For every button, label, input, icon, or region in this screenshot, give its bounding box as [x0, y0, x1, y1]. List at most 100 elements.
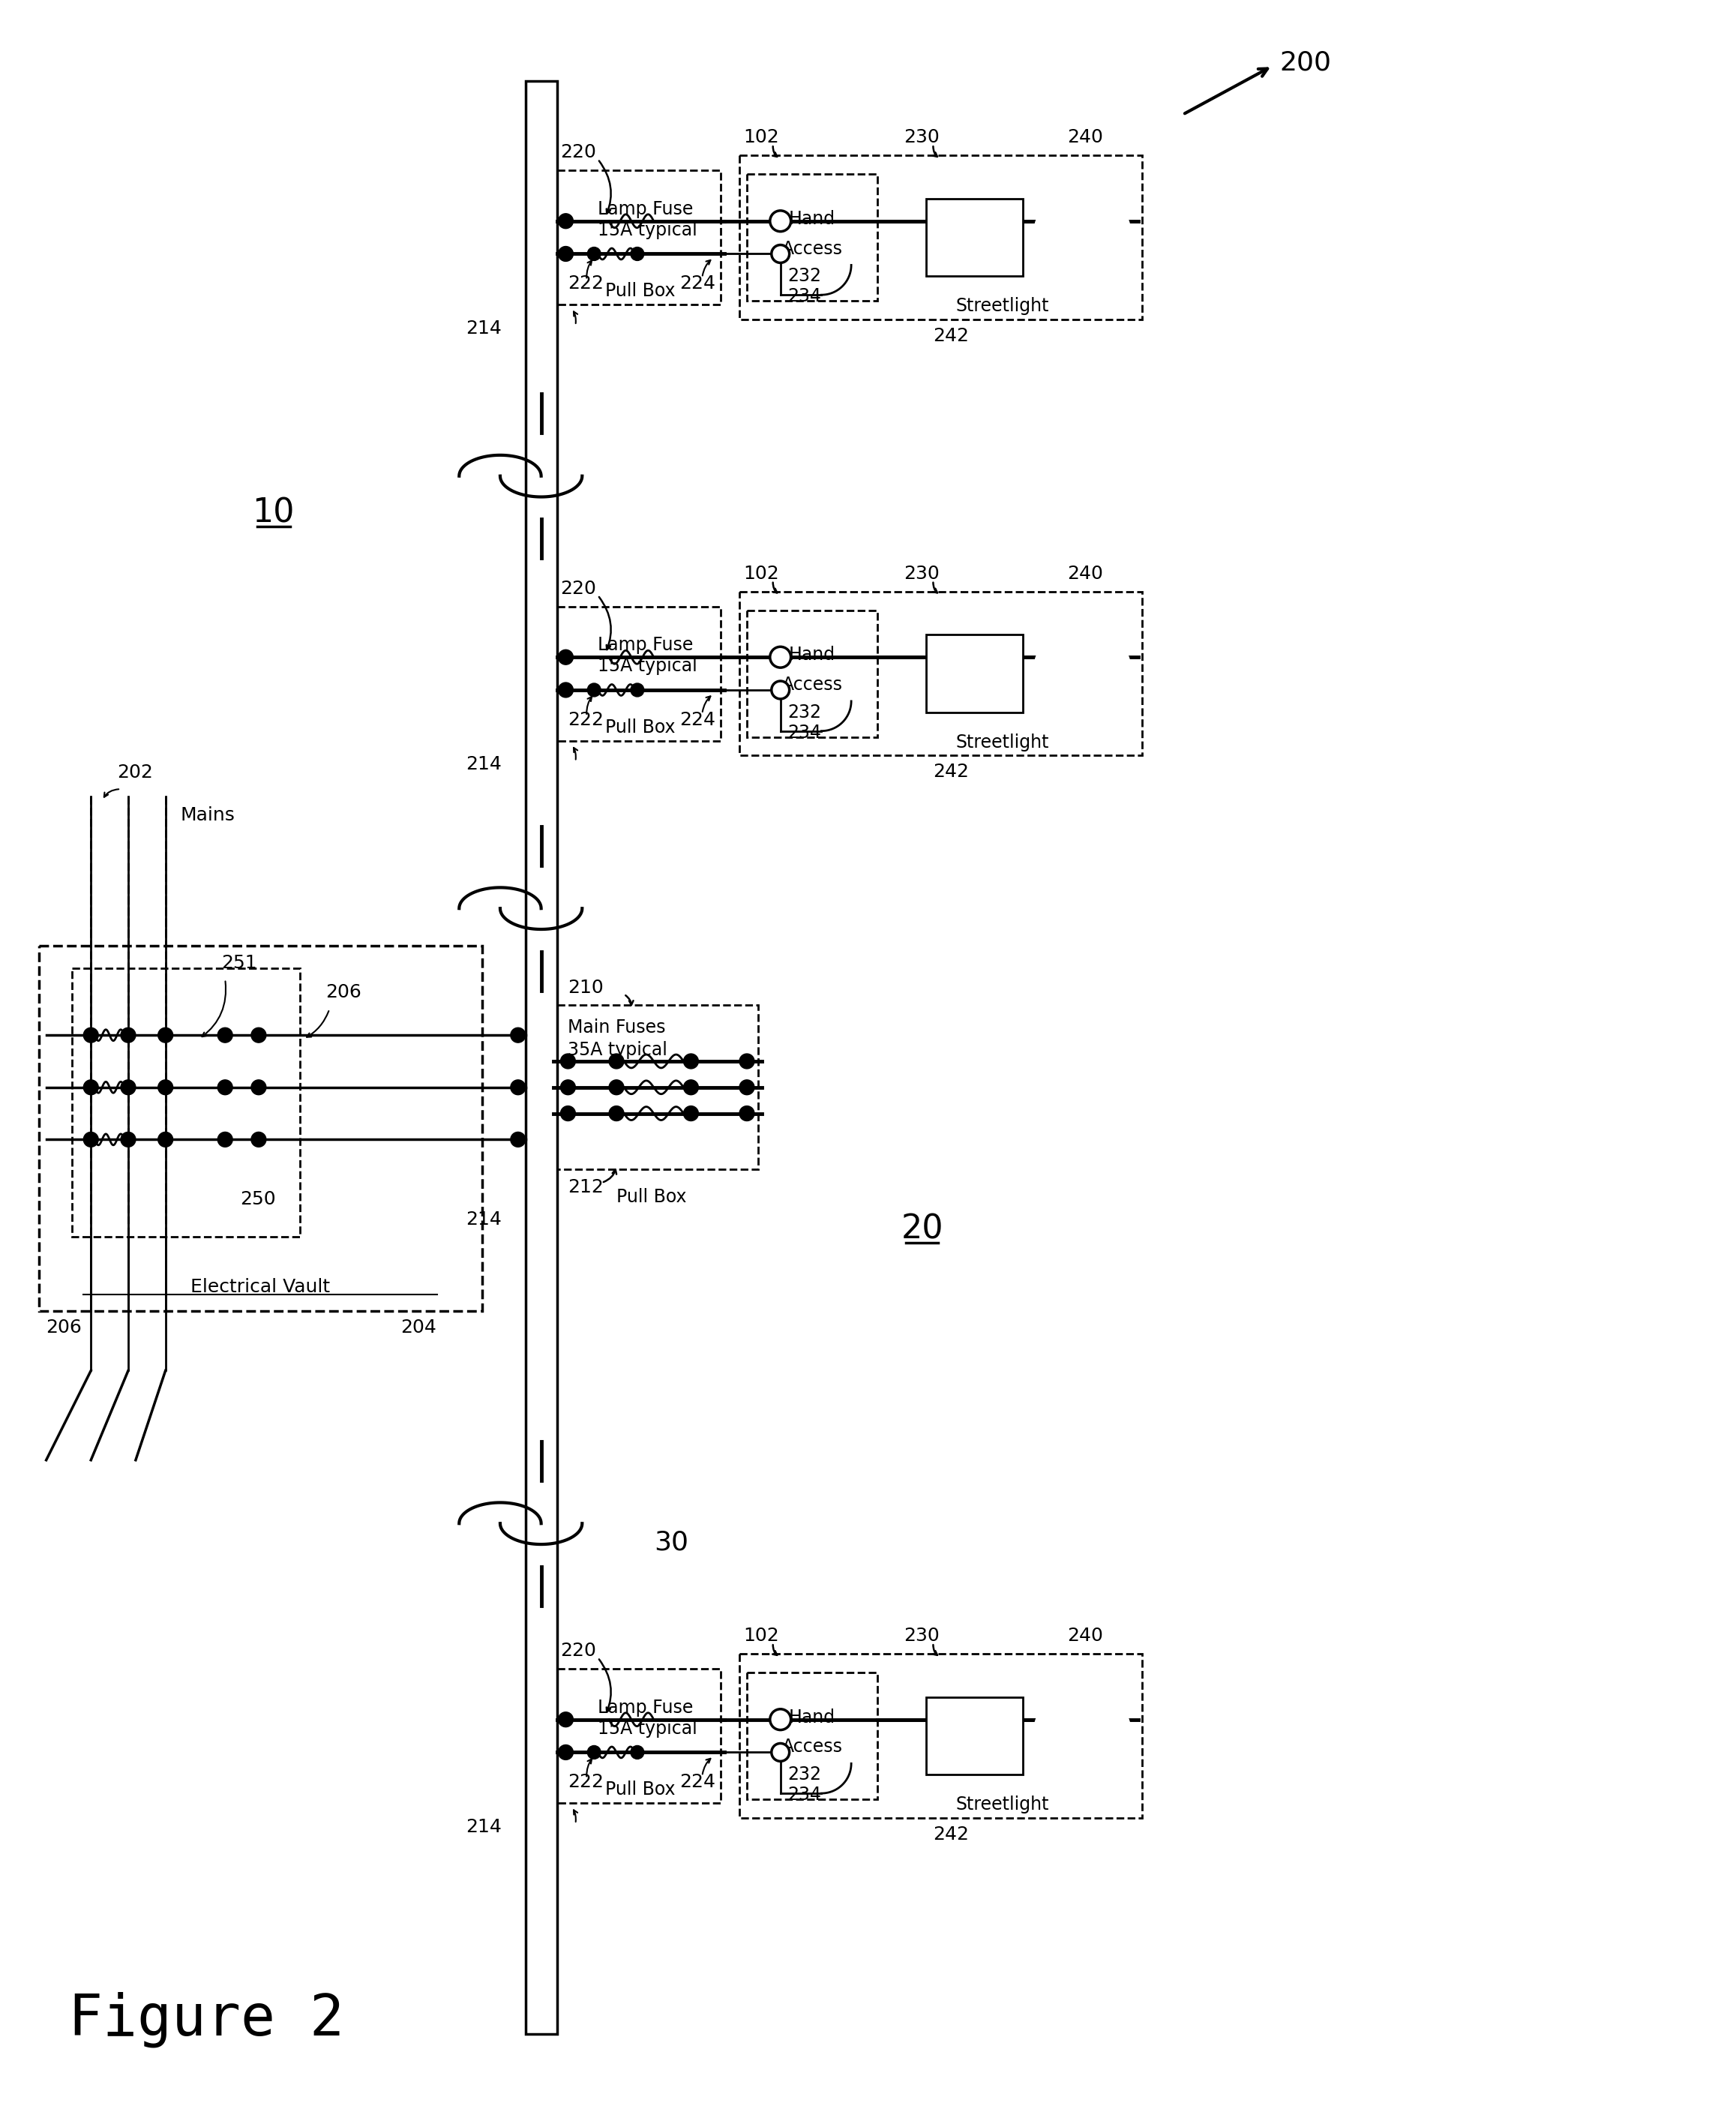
- Text: 230: 230: [903, 566, 939, 582]
- Text: Pull Box: Pull Box: [606, 1781, 675, 1798]
- Circle shape: [158, 1131, 174, 1148]
- Circle shape: [559, 682, 573, 697]
- Circle shape: [771, 682, 790, 699]
- Circle shape: [609, 1080, 623, 1095]
- Text: Mains: Mains: [181, 807, 234, 824]
- Text: Main Fuses: Main Fuses: [568, 1019, 667, 1036]
- Circle shape: [771, 210, 792, 231]
- Text: 20: 20: [901, 1214, 943, 1245]
- Text: 10: 10: [252, 498, 295, 530]
- Text: 240: 240: [1068, 566, 1104, 582]
- Text: 240: 240: [1068, 129, 1104, 146]
- Text: 102: 102: [743, 1627, 779, 1646]
- Circle shape: [740, 1106, 755, 1120]
- Text: 214: 214: [465, 756, 502, 773]
- Text: Streetlight: Streetlight: [955, 733, 1049, 752]
- Text: 220: 220: [561, 580, 597, 597]
- Text: 214: 214: [465, 1817, 502, 1836]
- Bar: [740, 1654, 1142, 1817]
- Text: 234: 234: [788, 724, 821, 741]
- Text: 250: 250: [240, 1190, 276, 1207]
- Circle shape: [252, 1080, 266, 1095]
- Text: 15A typical: 15A typical: [597, 220, 698, 239]
- Circle shape: [630, 684, 644, 697]
- Text: 230: 230: [903, 1627, 939, 1646]
- Circle shape: [252, 1131, 266, 1148]
- Circle shape: [559, 1745, 573, 1760]
- Text: 234: 234: [788, 1785, 821, 1805]
- Text: Lamp Fuse: Lamp Fuse: [597, 635, 693, 654]
- Text: 224: 224: [681, 712, 715, 729]
- Circle shape: [252, 1027, 266, 1042]
- Circle shape: [217, 1027, 233, 1042]
- Text: Streetlight: Streetlight: [955, 1796, 1049, 1813]
- Text: 251: 251: [222, 953, 257, 972]
- Text: 224: 224: [681, 1773, 715, 1792]
- Circle shape: [771, 1743, 790, 1762]
- Text: Lamp: Lamp: [1057, 1726, 1108, 1745]
- Circle shape: [122, 1131, 135, 1148]
- Circle shape: [559, 1711, 573, 1726]
- Circle shape: [587, 248, 601, 261]
- Circle shape: [771, 646, 792, 667]
- Text: 102: 102: [743, 129, 779, 146]
- Bar: [557, 1669, 720, 1802]
- Text: 202: 202: [116, 765, 153, 782]
- Circle shape: [122, 1080, 135, 1095]
- Bar: [746, 610, 877, 737]
- Text: 222: 222: [568, 1773, 604, 1792]
- Text: Pull Box: Pull Box: [606, 718, 675, 737]
- Circle shape: [83, 1131, 99, 1148]
- Text: 232: 232: [788, 703, 821, 722]
- Circle shape: [561, 1055, 575, 1070]
- Circle shape: [771, 246, 790, 263]
- Bar: [740, 155, 1142, 320]
- Text: Streetlight: Streetlight: [955, 297, 1049, 316]
- Text: 102: 102: [743, 566, 779, 582]
- Text: 206: 206: [326, 983, 361, 1002]
- Text: 220: 220: [561, 1641, 597, 1661]
- Text: Pull Box: Pull Box: [606, 282, 675, 301]
- Text: 204: 204: [401, 1317, 436, 1336]
- Text: 15A typical: 15A typical: [597, 1720, 698, 1737]
- Bar: [925, 199, 1023, 275]
- Bar: [925, 1697, 1023, 1775]
- Bar: [557, 1006, 759, 1169]
- Text: 232: 232: [788, 267, 821, 286]
- Bar: [38, 945, 483, 1311]
- Text: 224: 224: [681, 275, 715, 292]
- Circle shape: [684, 1106, 698, 1120]
- Text: Bal: Bal: [960, 229, 990, 246]
- Text: Figure 2: Figure 2: [68, 1991, 344, 2048]
- Text: 230: 230: [903, 129, 939, 146]
- Bar: [740, 591, 1142, 756]
- Text: Bal: Bal: [960, 1726, 990, 1745]
- Text: 206: 206: [47, 1317, 82, 1336]
- Text: 232: 232: [788, 1766, 821, 1783]
- Text: Lamp Fuse: Lamp Fuse: [597, 199, 693, 218]
- Circle shape: [609, 1106, 623, 1120]
- Text: Electrical Vault: Electrical Vault: [191, 1277, 330, 1296]
- Text: Hand: Hand: [788, 646, 835, 663]
- Circle shape: [1035, 189, 1130, 286]
- Text: Hand: Hand: [788, 1709, 835, 1726]
- Bar: [526, 80, 557, 2033]
- Circle shape: [122, 1027, 135, 1042]
- Circle shape: [587, 1745, 601, 1760]
- Text: 30: 30: [654, 1529, 687, 1555]
- Circle shape: [559, 214, 573, 229]
- Circle shape: [684, 1055, 698, 1070]
- Circle shape: [217, 1131, 233, 1148]
- Text: 214: 214: [465, 320, 502, 337]
- Bar: [746, 1673, 877, 1800]
- Text: Pull Box: Pull Box: [616, 1188, 686, 1205]
- Circle shape: [559, 246, 573, 261]
- Circle shape: [510, 1080, 526, 1095]
- Text: Access: Access: [781, 1739, 842, 1756]
- Text: 212: 212: [568, 1178, 604, 1197]
- Circle shape: [684, 1080, 698, 1095]
- Text: Lamp: Lamp: [1057, 229, 1108, 246]
- Text: 15A typical: 15A typical: [597, 657, 698, 676]
- Text: 242: 242: [934, 762, 969, 782]
- Text: Bal: Bal: [960, 665, 990, 682]
